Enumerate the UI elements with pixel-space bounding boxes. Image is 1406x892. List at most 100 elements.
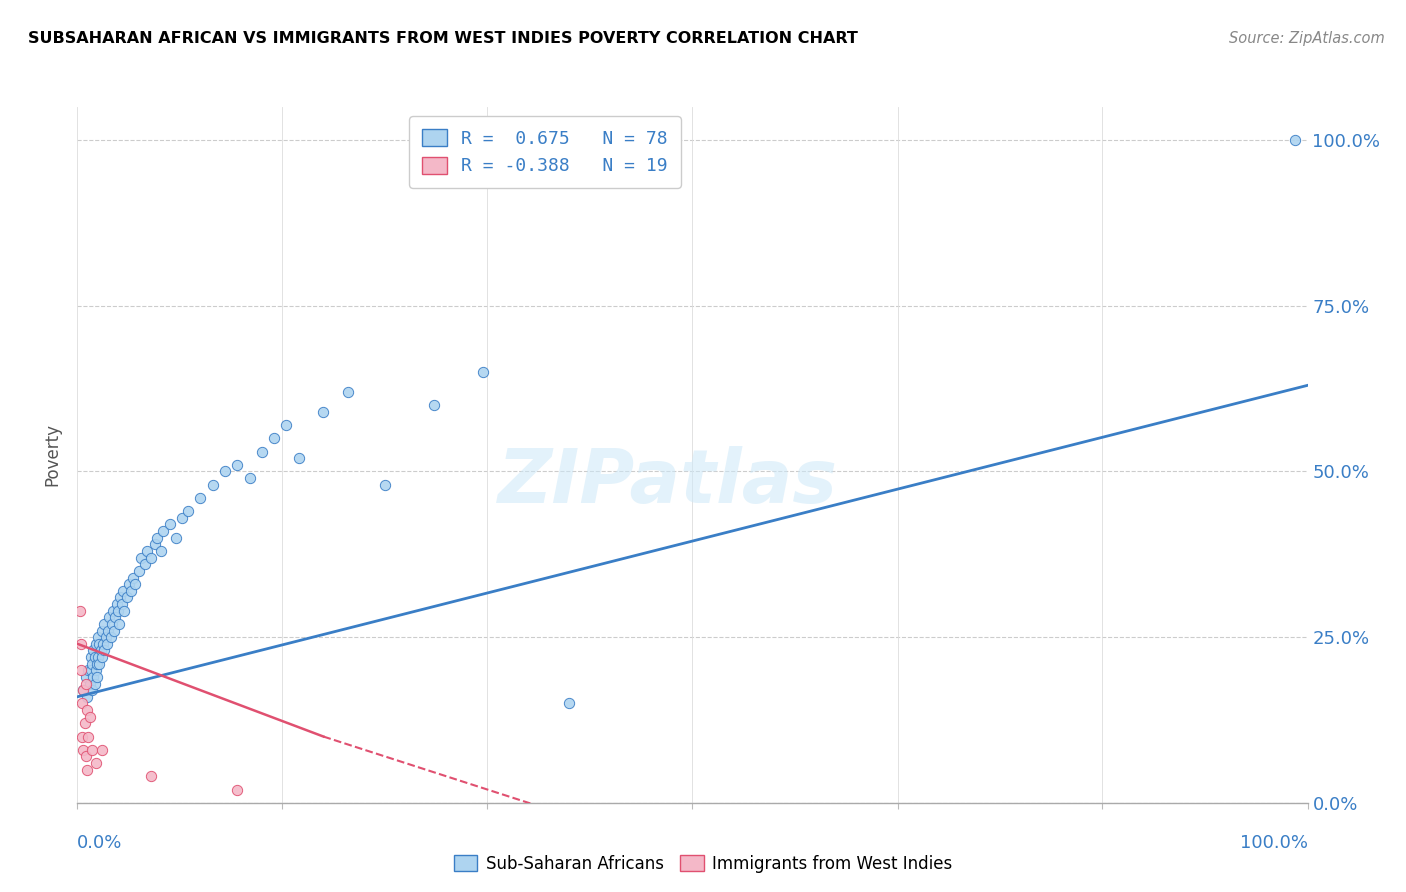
Point [177,504,200,518]
Point [312,405,335,419]
Point [337,384,360,399]
Text: 0.0%: 0.0% [77,834,122,852]
Point [80,663,103,677]
Point [82,743,104,757]
Point [201,477,224,491]
Point [86,670,108,684]
Point [96,637,118,651]
Point [90,650,114,665]
Point [98,610,121,624]
Y-axis label: Poverty: Poverty [44,424,62,486]
Point [131,550,153,565]
Point [97,624,120,638]
Point [72,743,94,757]
Point [124,577,146,591]
Point [104,610,127,624]
Point [170,511,193,525]
Point [80,650,103,665]
Point [101,616,124,631]
Point [86,657,108,671]
Point [75,749,97,764]
Point [374,477,396,491]
Point [100,630,122,644]
Point [226,782,249,797]
Point [263,431,285,445]
Point [423,398,446,412]
Point [69,604,91,618]
Point [143,537,166,551]
Point [141,550,163,565]
Text: Source: ZipAtlas.com: Source: ZipAtlas.com [1229,31,1385,46]
Point [110,591,132,605]
Point [118,577,141,591]
Point [89,637,111,651]
Point [70,637,93,651]
Point [121,583,143,598]
Point [82,643,104,657]
Point [190,491,212,505]
Point [111,583,134,598]
Point [214,465,236,479]
Point [93,643,115,657]
Point [79,709,101,723]
Point [77,730,100,744]
Point [87,630,110,644]
Point [150,544,173,558]
Point [472,365,495,379]
Point [82,657,104,671]
Point [70,730,93,744]
Point [103,624,125,638]
Point [90,743,114,757]
Point [165,531,187,545]
Point [75,676,97,690]
Point [105,597,128,611]
Point [72,683,94,698]
Point [79,676,101,690]
Point [93,616,115,631]
Point [141,769,163,783]
Point [108,616,131,631]
Point [152,524,174,538]
Point [101,604,124,618]
Point [239,471,262,485]
Point [76,763,98,777]
Legend: Sub-Saharan Africans, Immigrants from West Indies: Sub-Saharan Africans, Immigrants from We… [447,848,959,880]
Point [83,676,105,690]
Point [87,650,110,665]
Point [82,670,104,684]
Point [70,697,93,711]
Point [1284,133,1306,147]
Text: 100.0%: 100.0% [1240,834,1308,852]
Point [128,564,150,578]
Point [84,756,107,770]
Point [77,663,100,677]
Point [75,670,97,684]
Point [159,517,181,532]
Point [73,716,96,731]
Point [134,558,156,572]
Point [107,604,129,618]
Point [82,683,104,698]
Point [111,597,132,611]
Point [76,703,98,717]
Point [558,697,581,711]
Point [90,643,112,657]
Point [84,663,107,677]
Point [276,418,298,433]
Point [84,637,107,651]
Point [90,624,114,638]
Point [115,591,138,605]
Point [226,458,249,472]
Point [121,570,143,584]
Point [76,690,98,704]
Point [146,531,169,545]
Point [94,630,117,644]
Point [112,604,135,618]
Point [83,650,105,665]
Point [91,637,114,651]
Text: ZIPatlas: ZIPatlas [498,446,838,519]
Text: SUBSAHARAN AFRICAN VS IMMIGRANTS FROM WEST INDIES POVERTY CORRELATION CHART: SUBSAHARAN AFRICAN VS IMMIGRANTS FROM WE… [28,31,858,46]
Point [89,657,111,671]
Point [136,544,159,558]
Point [288,451,311,466]
